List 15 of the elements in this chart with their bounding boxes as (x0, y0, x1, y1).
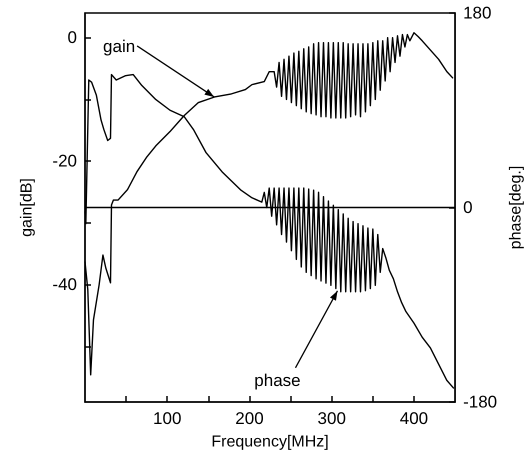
y-tick-label: 0 (68, 28, 77, 48)
x-tick-label: 100 (153, 409, 182, 428)
y2-tick-label: 180 (463, 4, 492, 22)
y2-tick-label: -180 (463, 392, 498, 412)
y2-tick-label: 0 (463, 198, 473, 217)
y-tick-label: -40 (52, 275, 77, 294)
annotation: phase (254, 370, 301, 390)
x-tick-label: 200 (235, 409, 264, 428)
x-tick-label: 400 (400, 409, 428, 428)
y-axis-title: gain[dB] (18, 178, 36, 237)
y-tick-label: -20 (52, 152, 77, 171)
annotation: gain (103, 36, 136, 56)
y2-axis-title: phase[deg.] (508, 166, 524, 250)
x-axis-title: Frequency[MHz] (211, 434, 329, 450)
x-tick-label: 300 (318, 409, 346, 428)
